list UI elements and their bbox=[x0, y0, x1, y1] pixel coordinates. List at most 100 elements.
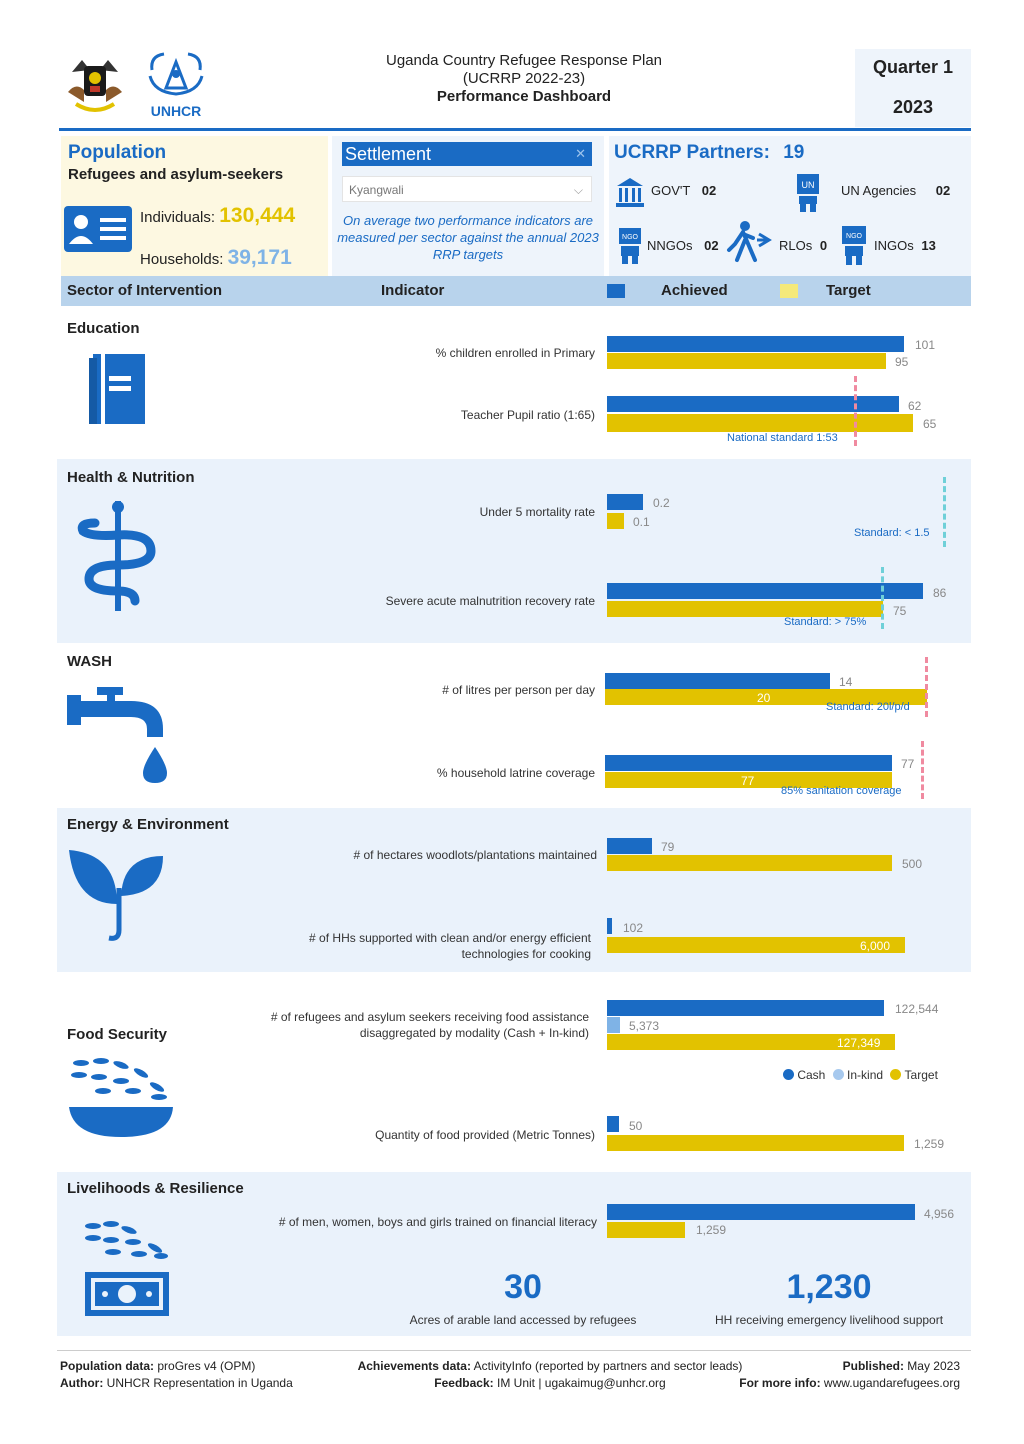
footer-fb-label: Feedback: bbox=[434, 1376, 494, 1390]
edu-1-achieved-value: 101 bbox=[915, 338, 936, 352]
wash-2-target-bar bbox=[605, 772, 892, 788]
nngos-value: 02 bbox=[704, 238, 719, 253]
legend-achieved-swatch bbox=[607, 284, 625, 298]
kpi-livelihood-label: HH receiving emergency livelihood suppor… bbox=[714, 1313, 944, 1327]
food-indicator-1: # of refugees and asylum seekers receivi… bbox=[209, 1009, 589, 1041]
legend-target-label: Target bbox=[904, 1068, 938, 1082]
food-indicator-1-line-1: # of refugees and asylum seekers receivi… bbox=[270, 1010, 589, 1024]
kpi-acres-value: 30 bbox=[504, 1268, 542, 1306]
energy-title: Energy & Environment bbox=[67, 816, 229, 833]
col-target: Target bbox=[826, 282, 871, 299]
energy-indicator-1: # of hectares woodlots/plantations maint… bbox=[353, 848, 598, 862]
footer-more-link[interactable]: www.ugandarefugees.org bbox=[823, 1376, 960, 1390]
header-divider bbox=[59, 128, 971, 131]
footer-author-label: Author: bbox=[60, 1376, 104, 1390]
quarter-year: 2023 bbox=[892, 97, 934, 117]
health-1-target-value: 0.1 bbox=[633, 515, 650, 529]
footer-pub-label: Published: bbox=[842, 1359, 904, 1373]
ingo-person-icon: NGO bbox=[841, 226, 867, 271]
food-indicator-2: Quantity of food provided (Metric Tonnes… bbox=[375, 1128, 595, 1142]
livelihoods-1-target-value: 1,259 bbox=[696, 1223, 727, 1237]
wash-1-achieved-bar bbox=[605, 673, 830, 689]
filter-clear-icon[interactable]: ✕ bbox=[575, 146, 586, 161]
wash-1-target-value: 20 bbox=[757, 691, 771, 705]
govt-label: GOV'T bbox=[651, 183, 691, 198]
unhcr-logo-icon: UNHCR bbox=[144, 50, 208, 119]
food-legend: Cash In-kind Target bbox=[783, 1068, 938, 1082]
households-value: 39,171 bbox=[227, 246, 292, 269]
legend-inkind-dot bbox=[832, 1069, 844, 1080]
ingos-value: 13 bbox=[921, 238, 936, 253]
energy-1-achieved-value: 79 bbox=[661, 840, 675, 854]
un-agency-person-icon: UN bbox=[795, 174, 821, 217]
food-2-achieved-bar bbox=[607, 1116, 619, 1132]
health-1-standard-line bbox=[943, 477, 946, 547]
nngos-label: NNGOs bbox=[647, 238, 693, 253]
edu-indicator-1: % children enrolled in Primary bbox=[435, 346, 595, 360]
livelihoods-1-target-bar bbox=[607, 1222, 685, 1238]
legend-target-swatch bbox=[780, 284, 798, 298]
health-1-standard-label: Standard: < 1.5 bbox=[854, 527, 930, 539]
food-1-target-bar bbox=[607, 1034, 895, 1050]
plant-leaves-icon bbox=[67, 848, 167, 949]
food-title: Food Security bbox=[67, 1026, 168, 1043]
quarter-label: Quarter 1 bbox=[872, 57, 954, 77]
wash-2-standard-line bbox=[921, 741, 924, 799]
health-indicator-2: Severe acute malnutrition recovery rate bbox=[385, 594, 595, 608]
wash-1-achieved-value: 14 bbox=[839, 675, 853, 689]
col-achieved: Achieved bbox=[661, 282, 728, 299]
food-1-inkind-value: 5,373 bbox=[629, 1019, 660, 1033]
footer-left: Population data: proGres v4 (OPM) Author… bbox=[60, 1358, 293, 1392]
grain-money-icon bbox=[83, 1220, 173, 1325]
chevron-down-icon: ⌵ bbox=[573, 183, 583, 197]
food-1-cash-bar bbox=[607, 1000, 884, 1016]
footer-right: Published: May 2023 For more info: www.u… bbox=[700, 1358, 960, 1392]
energy-1-target-bar bbox=[607, 855, 892, 871]
settlement-note: On average two performance indicators ar… bbox=[337, 213, 599, 262]
wash-2-standard-label: 85% sanitation coverage bbox=[781, 785, 902, 797]
report-title: Uganda Country Refugee Response Plan (UC… bbox=[300, 52, 748, 106]
livelihoods-indicator-1: # of men, women, boys and girls trained … bbox=[278, 1215, 597, 1229]
health-2-achieved-value: 86 bbox=[933, 586, 947, 600]
health-2-achieved-bar bbox=[607, 583, 923, 599]
edu-2-standard-line bbox=[854, 376, 857, 446]
food-2-achieved-value: 50 bbox=[629, 1119, 643, 1133]
health-2-standard-line bbox=[881, 567, 884, 629]
population-panel: Population Refugees and asylum-seekers I… bbox=[61, 136, 328, 276]
footer-more-label: For more info: bbox=[739, 1376, 821, 1390]
water-tap-icon bbox=[67, 685, 167, 790]
livelihoods-title: Livelihoods & Resilience bbox=[67, 1180, 244, 1197]
quarter-box: Quarter 1 2023 bbox=[855, 49, 971, 127]
health-section: Health & Nutrition Under 5 mortality rat… bbox=[57, 459, 971, 643]
footer-fb-link[interactable]: IM Unit | ugakaimug@unhcr.org bbox=[496, 1376, 666, 1390]
footer-ach-value: ActivityInfo (reported by partners and s… bbox=[473, 1359, 743, 1373]
govt-value: 02 bbox=[701, 183, 717, 198]
svg-text:NGO: NGO bbox=[622, 234, 639, 241]
wash-indicator-2: % household latrine coverage bbox=[436, 766, 595, 780]
energy-2-target-value: 6,000 bbox=[860, 939, 891, 953]
book-icon bbox=[89, 354, 147, 431]
wash-2-achieved-bar bbox=[605, 755, 892, 771]
livelihoods-1-achieved-value: 4,956 bbox=[924, 1207, 955, 1221]
settlement-select[interactable]: Kyangwali ⌵ bbox=[342, 176, 592, 202]
footer-pub-value: May 2023 bbox=[907, 1359, 960, 1373]
footer-pop-value: proGres v4 (OPM) bbox=[157, 1359, 256, 1373]
legend-cash-label: Cash bbox=[797, 1068, 826, 1082]
food-1-inkind-bar bbox=[607, 1017, 620, 1033]
ingos-label: INGOs bbox=[874, 238, 914, 253]
kpi-livelihood-value: 1,230 bbox=[786, 1268, 872, 1306]
health-indicator-1: Under 5 mortality rate bbox=[479, 505, 595, 519]
food-section: Food Security # of refugees and asylum s… bbox=[57, 975, 971, 1171]
edu-2-achieved-value: 62 bbox=[908, 399, 922, 413]
population-subtitle: Refugees and asylum-seekers bbox=[68, 166, 284, 183]
edu-2-achieved-bar bbox=[607, 396, 899, 412]
partners-panel: UCRRP Partners: 19 GOV'T 02 UN UN Agenci… bbox=[609, 136, 971, 276]
un-agencies-value: 02 bbox=[935, 183, 951, 198]
individuals-label: Individuals: bbox=[140, 209, 216, 226]
col-sector: Sector of Intervention bbox=[67, 282, 223, 299]
partners-title-row: UCRRP Partners: 19 bbox=[614, 142, 804, 164]
edu-2-standard-label: National standard 1:53 bbox=[727, 432, 838, 444]
rlos-value: 0 bbox=[819, 238, 828, 253]
households-row: Households: 39,171 bbox=[140, 246, 292, 270]
health-title: Health & Nutrition bbox=[67, 469, 195, 486]
